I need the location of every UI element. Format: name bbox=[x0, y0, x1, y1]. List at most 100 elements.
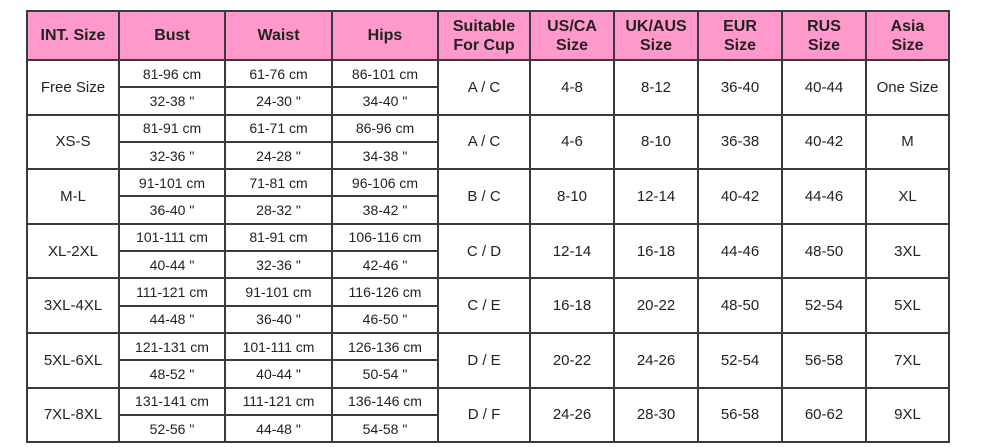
waist-in-cell: 44-48 " bbox=[224, 414, 333, 444]
rus-cell: 44-46 bbox=[781, 168, 867, 225]
cup-cell: C / D bbox=[437, 222, 531, 280]
header-suitable-for-cup: Suitable For Cup bbox=[437, 10, 531, 61]
hips-in-cell: 54-58 " bbox=[331, 414, 439, 444]
bust-cm-cell: 81-96 cm bbox=[118, 58, 226, 89]
table-row-inches: 32-36 " 24-28 " 34-38 " bbox=[27, 141, 949, 171]
asia-cell: 9XL bbox=[865, 386, 950, 444]
table-row-inches: 48-52 " 40-44 " 50-54 " bbox=[27, 359, 949, 389]
waist-cm-cell: 111-121 cm bbox=[224, 386, 333, 416]
asia-cell: 3XL bbox=[865, 222, 950, 280]
hips-in-cell: 34-40 " bbox=[331, 86, 439, 116]
table-row: 3XL-4XL 111-121 cm 91-101 cm 116-126 cm C / … bbox=[26, 277, 950, 334]
rus-cell: 56-58 bbox=[781, 331, 867, 389]
table-row-inches: 40-44 " 32-36 " 42-46 " bbox=[27, 250, 949, 280]
eur-cell: 48-50 bbox=[697, 277, 783, 334]
rus-cell: 48-50 bbox=[781, 222, 867, 280]
header-asia-size: Asia Size bbox=[865, 10, 950, 61]
waist-cm-cell: 71-81 cm bbox=[224, 168, 333, 198]
header-uk-aus-size: UK/AUS Size bbox=[613, 10, 699, 61]
waist-in-cell: 24-28 " bbox=[224, 141, 333, 171]
us-cell: 4-8 bbox=[529, 59, 615, 116]
us-cell: 8-10 bbox=[529, 168, 615, 225]
hips-in-cell: 46-50 " bbox=[331, 305, 439, 334]
eur-cell: 44-46 bbox=[697, 222, 783, 280]
us-cell: 24-26 bbox=[529, 386, 615, 444]
hips-cm-cell: 106-116 cm bbox=[331, 222, 439, 253]
eur-cell: 52-54 bbox=[697, 331, 783, 389]
uk-cell: 8-12 bbox=[613, 59, 699, 116]
cup-cell: A / C bbox=[437, 113, 531, 171]
eur-cell: 36-40 bbox=[697, 59, 783, 116]
waist-in-cell: 28-32 " bbox=[224, 195, 333, 225]
cup-cell: A / C bbox=[437, 59, 531, 116]
int-size-cell: 3XL-4XL bbox=[26, 277, 120, 334]
asia-cell: 5XL bbox=[865, 277, 950, 334]
bust-cm-cell: 91-101 cm bbox=[118, 168, 226, 198]
us-cell: 4-6 bbox=[529, 113, 615, 171]
header-eur-size: EUR Size bbox=[697, 10, 783, 61]
header-waist: Waist bbox=[224, 10, 333, 61]
size-chart-table: INT. Size Bust Waist Hips Suitable For Cup US… bbox=[26, 10, 950, 444]
int-size-cell: XL-2XL bbox=[26, 222, 120, 280]
cup-cell: C / E bbox=[437, 277, 531, 334]
bust-in-cell: 52-56 " bbox=[118, 414, 226, 444]
bust-in-cell: 40-44 " bbox=[118, 250, 226, 280]
uk-cell: 8-10 bbox=[613, 113, 699, 171]
hips-in-cell: 38-42 " bbox=[331, 195, 439, 225]
waist-in-cell: 32-36 " bbox=[224, 250, 333, 280]
table-row: XS-S 81-91 cm 61-71 cm 86-96 cm A / C 4-6 8-10… bbox=[26, 113, 950, 171]
hips-cm-cell: 136-146 cm bbox=[331, 386, 439, 416]
int-size-cell: M-L bbox=[26, 168, 120, 225]
int-size-cell: 7XL-8XL bbox=[26, 386, 120, 444]
waist-in-cell: 24-30 " bbox=[224, 86, 333, 116]
table-row-inches: 32-38 " 24-30 " 34-40 " bbox=[27, 86, 949, 116]
int-size-cell: XS-S bbox=[26, 113, 120, 171]
uk-cell: 24-26 bbox=[613, 331, 699, 389]
bust-cm-cell: 131-141 cm bbox=[118, 386, 226, 416]
hips-cm-cell: 86-96 cm bbox=[331, 113, 439, 143]
table-row: 5XL-6XL 121-131 cm 101-111 cm 126-136 cm D /… bbox=[26, 331, 950, 389]
hips-cm-cell: 86-101 cm bbox=[331, 58, 439, 89]
header-int-size: INT. Size bbox=[26, 10, 120, 61]
bust-in-cell: 44-48 " bbox=[118, 305, 226, 334]
us-cell: 20-22 bbox=[529, 331, 615, 389]
waist-in-cell: 40-44 " bbox=[224, 359, 333, 389]
bust-in-cell: 48-52 " bbox=[118, 359, 226, 389]
bust-in-cell: 32-38 " bbox=[118, 86, 226, 116]
header-bust: Bust bbox=[118, 10, 226, 61]
bust-cm-cell: 111-121 cm bbox=[118, 277, 226, 307]
cup-cell: D / E bbox=[437, 331, 531, 389]
int-size-cell: 5XL-6XL bbox=[26, 331, 120, 389]
waist-in-cell: 36-40 " bbox=[224, 305, 333, 334]
header-us-ca-size: US/CA Size bbox=[529, 10, 615, 61]
bust-in-cell: 36-40 " bbox=[118, 195, 226, 225]
hips-in-cell: 34-38 " bbox=[331, 141, 439, 171]
bust-in-cell: 32-36 " bbox=[118, 141, 226, 171]
uk-cell: 16-18 bbox=[613, 222, 699, 280]
waist-cm-cell: 91-101 cm bbox=[224, 277, 333, 307]
rus-cell: 40-42 bbox=[781, 113, 867, 171]
uk-cell: 20-22 bbox=[613, 277, 699, 334]
eur-cell: 40-42 bbox=[697, 168, 783, 225]
table-row-inches: 52-56 " 44-48 " 54-58 " bbox=[27, 414, 949, 444]
asia-cell: M bbox=[865, 113, 950, 171]
int-size-cell: Free Size bbox=[26, 59, 120, 116]
rus-cell: 60-62 bbox=[781, 386, 867, 444]
cup-cell: B / C bbox=[437, 168, 531, 225]
table-row: M-L 91-101 cm 71-81 cm 96-106 cm B / C 8-10 12… bbox=[26, 168, 950, 225]
cup-cell: D / F bbox=[437, 386, 531, 444]
hips-in-cell: 42-46 " bbox=[331, 250, 439, 280]
rus-cell: 40-44 bbox=[781, 59, 867, 116]
eur-cell: 56-58 bbox=[697, 386, 783, 444]
table-row-inches: 36-40 " 28-32 " 38-42 " bbox=[27, 195, 949, 225]
asia-cell: XL bbox=[865, 168, 950, 225]
bust-cm-cell: 121-131 cm bbox=[118, 331, 226, 362]
us-cell: 16-18 bbox=[529, 277, 615, 334]
waist-cm-cell: 101-111 cm bbox=[224, 331, 333, 362]
us-cell: 12-14 bbox=[529, 222, 615, 280]
header-row: INT. Size Bust Waist Hips Suitable For Cup US… bbox=[26, 10, 950, 61]
uk-cell: 12-14 bbox=[613, 168, 699, 225]
waist-cm-cell: 61-76 cm bbox=[224, 58, 333, 89]
uk-cell: 28-30 bbox=[613, 386, 699, 444]
